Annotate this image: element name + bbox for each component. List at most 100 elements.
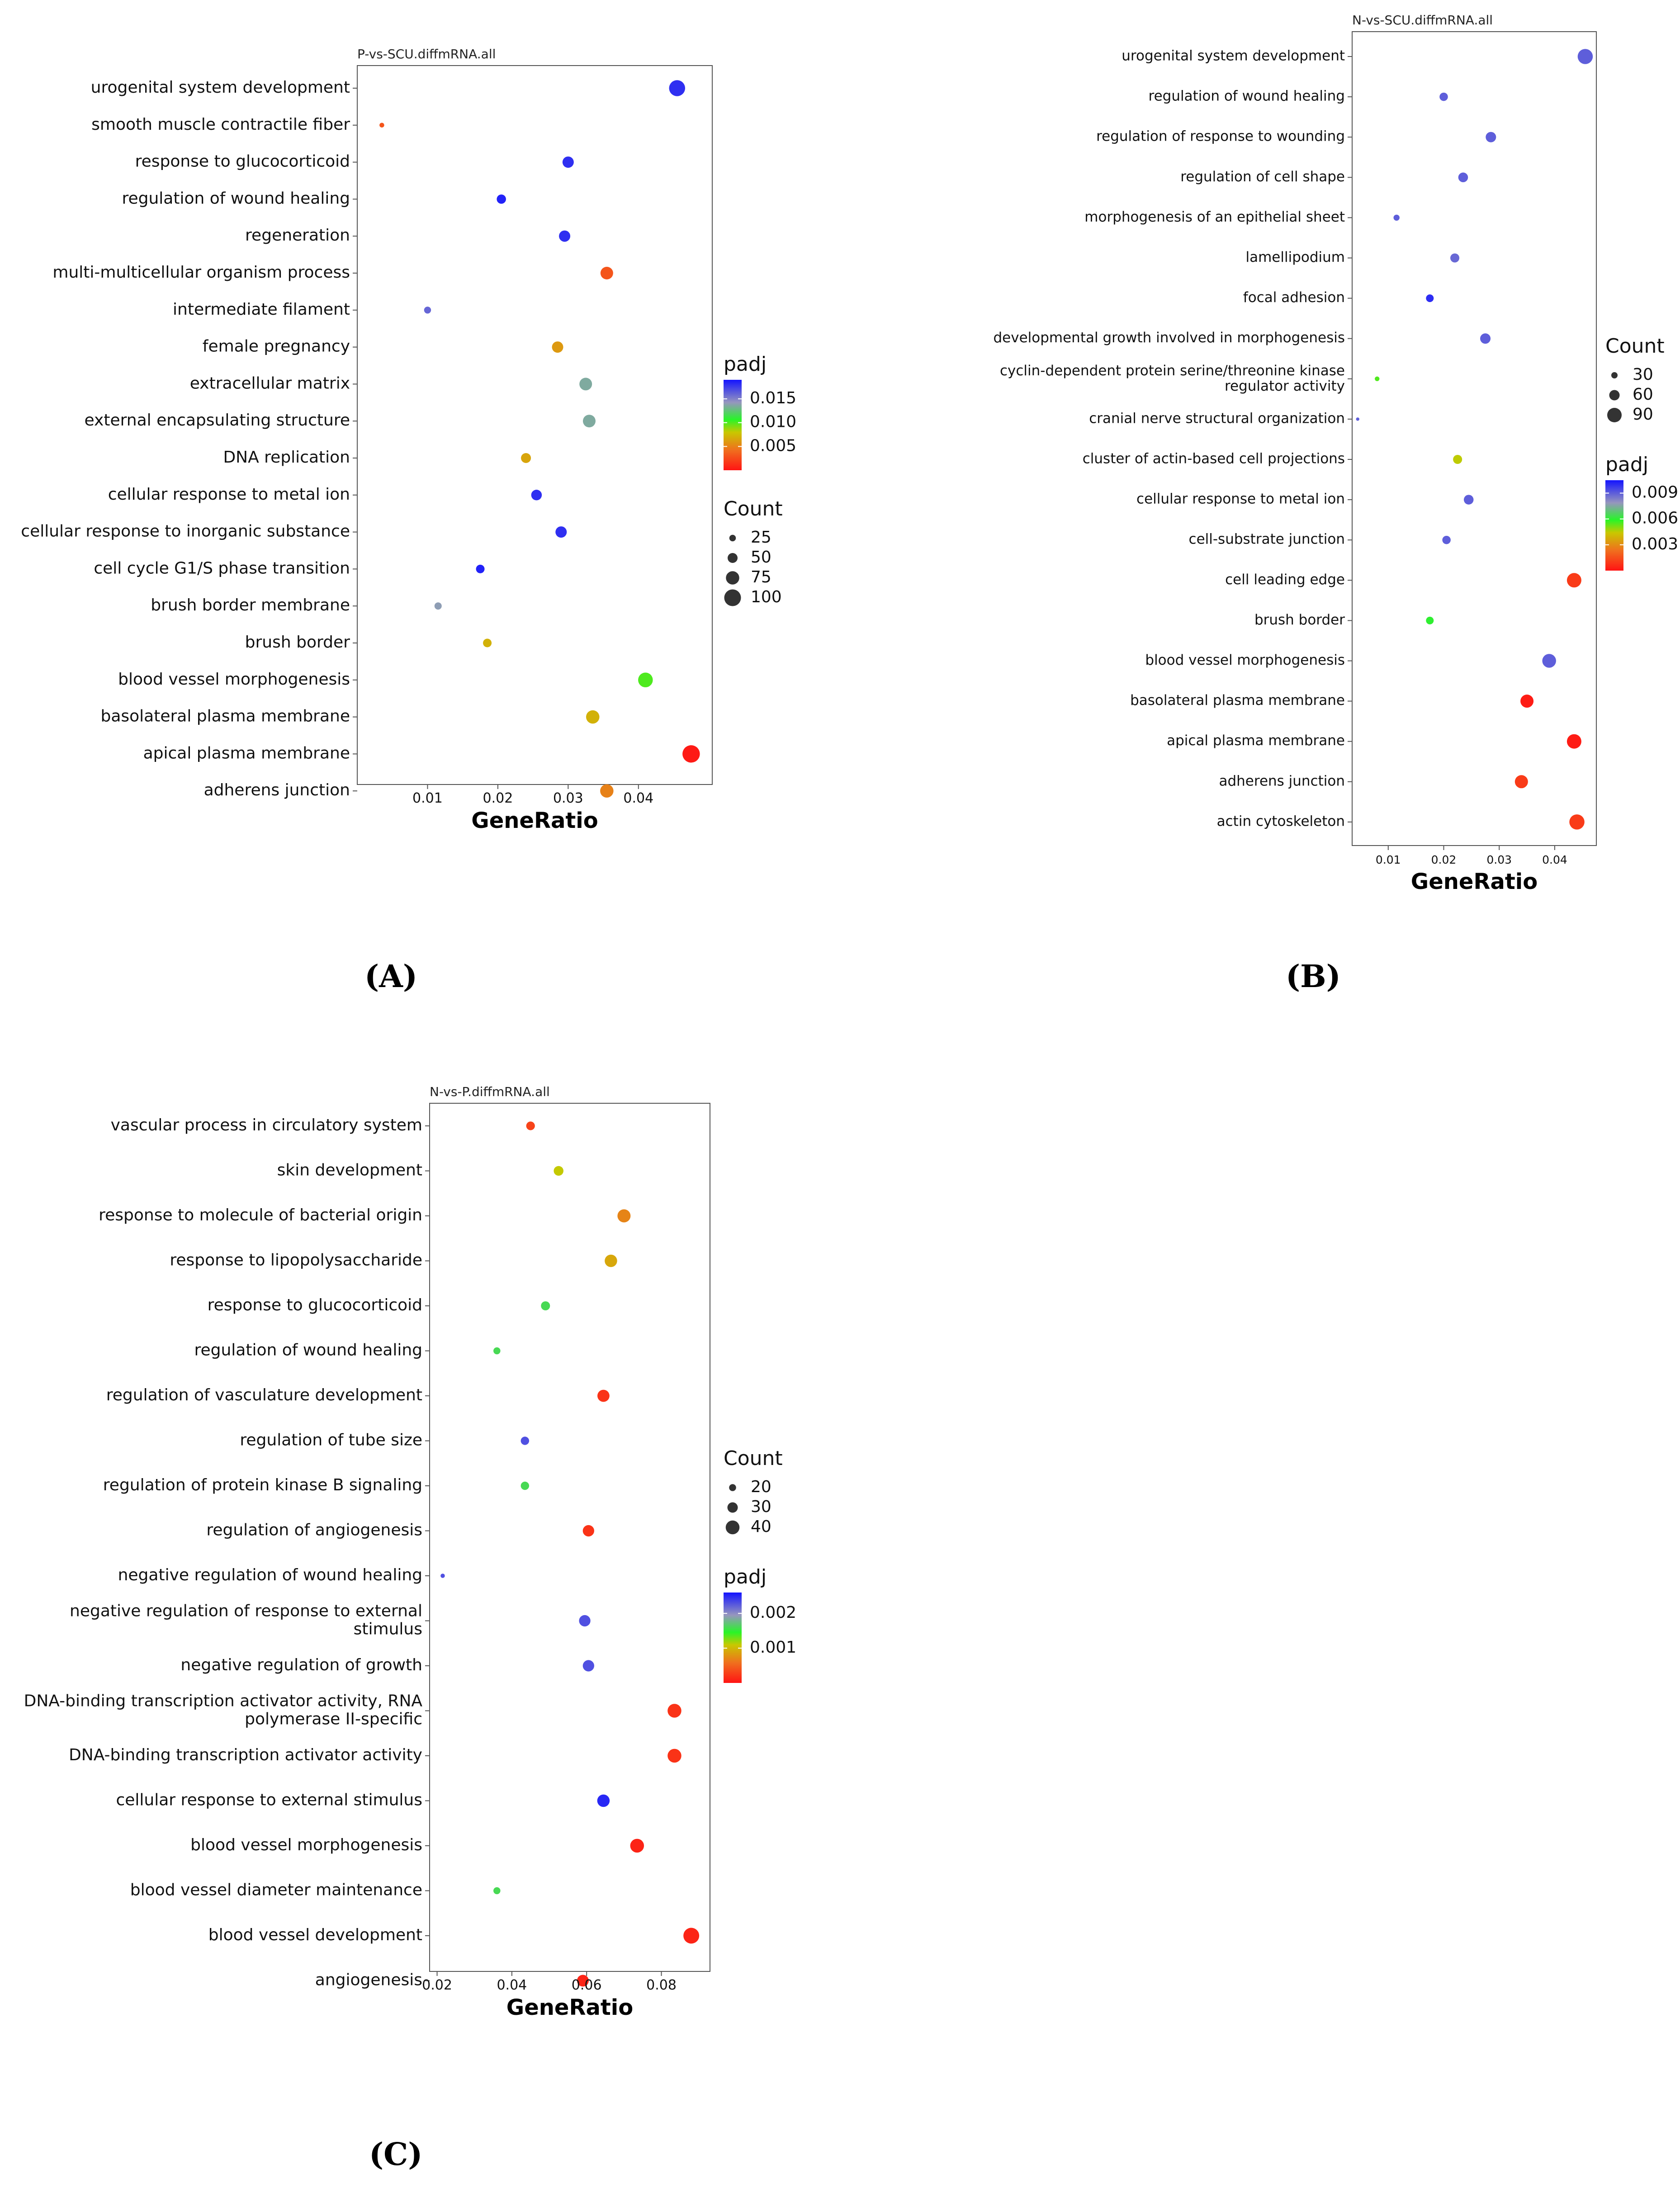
point-urogenital-system-development bbox=[669, 80, 686, 96]
point-regeneration bbox=[559, 230, 571, 242]
x-axis-title: GeneRatio bbox=[471, 808, 598, 833]
padj-tick-label: 0.009 bbox=[1632, 483, 1678, 502]
plot-frame bbox=[357, 65, 713, 785]
point-regulation-of-protein-kinase-b-signaling bbox=[521, 1481, 530, 1490]
x-tick-label: 0.04 bbox=[1542, 853, 1567, 866]
point-focal-adhesion bbox=[1426, 294, 1434, 302]
count-legend-dot bbox=[1611, 372, 1618, 378]
y-label-regulation-of-wound-healing: regulation of wound healing bbox=[122, 189, 350, 208]
point-cellular-response-to-external-stimulus bbox=[597, 1794, 610, 1807]
point-dna-binding-transcription-activator-activity-rna-polymerase-ii-specific bbox=[667, 1704, 681, 1718]
point-lamellipodium bbox=[1450, 253, 1460, 263]
x-tick-label: 0.04 bbox=[623, 790, 653, 806]
y-label-lamellipodium: lamellipodium bbox=[1246, 249, 1345, 265]
padj-tick-label: 0.001 bbox=[750, 1638, 796, 1657]
y-label-basolateral-plasma-membrane: basolateral plasma membrane bbox=[100, 707, 350, 726]
y-label-brush-border-membrane: brush border membrane bbox=[151, 596, 350, 614]
point-negative-regulation-of-wound-healing bbox=[440, 1574, 445, 1578]
y-label-skin-development: skin development bbox=[277, 1161, 422, 1180]
point-regulation-of-cell-shape bbox=[1458, 172, 1468, 183]
point-basolateral-plasma-membrane bbox=[586, 710, 600, 724]
point-regulation-of-vasculature-development bbox=[597, 1389, 610, 1402]
point-actin-cytoskeleton bbox=[1569, 814, 1585, 830]
count-legend-title: Count bbox=[1605, 335, 1665, 358]
count-legend-dot bbox=[1607, 408, 1622, 422]
x-axis-title: GeneRatio bbox=[506, 1995, 633, 2020]
padj-legend-title: padj bbox=[1605, 453, 1648, 476]
y-label-negative-regulation-of-growth: negative regulation of growth bbox=[180, 1656, 422, 1674]
point-morphogenesis-of-an-epithelial-sheet bbox=[1393, 214, 1400, 221]
x-tick-label: 0.01 bbox=[1376, 853, 1401, 866]
y-label-regulation-of-tube-size: regulation of tube size bbox=[240, 1431, 422, 1450]
y-label-morphogenesis-of-an-epithelial-sheet: morphogenesis of an epithelial sheet bbox=[1084, 209, 1345, 225]
chart-panel-a: P-vs-SCU.diffmRNA.all urogenital system d… bbox=[21, 47, 796, 833]
point-brush-border bbox=[483, 638, 492, 647]
point-regulation-of-wound-healing bbox=[493, 1347, 501, 1355]
y-label-blood-vessel-diameter-maintenance: blood vessel diameter maintenance bbox=[130, 1881, 422, 1900]
padj-colorbar bbox=[724, 380, 742, 470]
count-legend-label: 75 bbox=[751, 568, 771, 586]
y-label-cluster-of-actin-based-cell-projections: cluster of actin-based cell projections bbox=[1083, 451, 1345, 467]
point-brush-border-membrane bbox=[434, 602, 442, 610]
point-blood-vessel-diameter-maintenance bbox=[493, 1887, 501, 1895]
y-label-multi-multicellular-organism-process: multi-multicellular organism process bbox=[52, 263, 350, 282]
point-cell-cycle-g1-s-phase-transition bbox=[476, 564, 485, 573]
point-cellular-response-to-metal-ion bbox=[531, 490, 542, 501]
y-label-adherens-junction: adherens junction bbox=[204, 781, 350, 799]
y-label-response-to-glucocorticoid: response to glucocorticoid bbox=[208, 1296, 422, 1314]
point-skin-development bbox=[554, 1166, 563, 1176]
point-apical-plasma-membrane bbox=[682, 745, 700, 763]
y-label-vascular-process-in-circulatory-system: vascular process in circulatory system bbox=[111, 1116, 422, 1134]
point-cluster-of-actin-based-cell-projections bbox=[1453, 455, 1462, 464]
x-axis-title: GeneRatio bbox=[1411, 869, 1538, 894]
point-cellular-response-to-inorganic-substance bbox=[555, 526, 567, 538]
count-legend-label: 25 bbox=[751, 528, 771, 547]
count-legend-dot bbox=[729, 534, 736, 542]
count-legend-dot bbox=[1609, 390, 1620, 401]
point-smooth-muscle-contractile-fiber bbox=[379, 123, 384, 128]
y-label-regulation-of-response-to-wounding: regulation of response to wounding bbox=[1096, 128, 1345, 145]
point-negative-regulation-of-growth bbox=[582, 1660, 594, 1672]
y-label-regulation-of-wound-healing: regulation of wound healing bbox=[194, 1341, 422, 1360]
point-intermediate-filament bbox=[424, 307, 431, 314]
plot-frame bbox=[1352, 31, 1597, 846]
count-legend-label: 100 bbox=[751, 588, 782, 606]
x-tick-label: 0.02 bbox=[422, 1977, 452, 1993]
count-legend-title: Count bbox=[724, 497, 783, 520]
plot-frame bbox=[429, 1103, 710, 1972]
x-tick-label: 0.03 bbox=[1486, 853, 1512, 866]
point-regulation-of-tube-size bbox=[521, 1437, 530, 1445]
y-label-response-to-molecule-of-bacterial-origin: response to molecule of bacterial origin bbox=[99, 1206, 422, 1224]
y-label-brush-border: brush border bbox=[245, 633, 350, 652]
count-legend-label: 20 bbox=[751, 1478, 771, 1496]
count-legend-dot bbox=[729, 1484, 736, 1491]
chart-title: N-vs-P.diffmRNA.all bbox=[430, 1084, 550, 1099]
point-blood-vessel-development bbox=[683, 1928, 700, 1944]
x-tick-label: 0.03 bbox=[553, 790, 583, 806]
point-negative-regulation-of-response-to-external-stimulus bbox=[579, 1615, 591, 1627]
y-label-cell-cycle-g1-s-phase-transition: cell cycle G1/S phase transition bbox=[94, 559, 350, 577]
point-blood-vessel-morphogenesis bbox=[630, 1838, 644, 1853]
point-vascular-process-in-circulatory-system bbox=[526, 1121, 535, 1130]
point-regulation-of-wound-healing bbox=[1439, 92, 1448, 101]
point-cranial-nerve-structural-organization bbox=[1356, 417, 1359, 421]
y-label-response-to-lipopolysaccharide: response to lipopolysaccharide bbox=[170, 1251, 422, 1270]
y-label-blood-vessel-development: blood vessel development bbox=[208, 1926, 422, 1944]
y-label-regulation-of-angiogenesis: regulation of angiogenesis bbox=[206, 1521, 422, 1540]
y-label-cyclin-dependent-protein-serine-threonine-kinase-regulator-activity: cyclin-dependent protein serine/threonin… bbox=[1000, 362, 1345, 394]
point-adherens-junction bbox=[600, 784, 614, 798]
x-tick-label: 0.04 bbox=[497, 1977, 527, 1993]
y-label-regulation-of-wound-healing: regulation of wound healing bbox=[1149, 88, 1345, 104]
caption-b: (B) bbox=[1286, 959, 1341, 995]
y-label-external-encapsulating-structure: external encapsulating structure bbox=[85, 411, 350, 430]
y-label-cell-substrate-junction: cell-substrate junction bbox=[1189, 531, 1345, 548]
padj-colorbar bbox=[1605, 480, 1623, 571]
y-label-extracellular-matrix: extracellular matrix bbox=[190, 374, 350, 392]
y-label-apical-plasma-membrane: apical plasma membrane bbox=[1167, 732, 1345, 749]
point-cellular-response-to-metal-ion bbox=[1463, 495, 1474, 505]
point-angiogenesis bbox=[577, 1975, 589, 1987]
point-regulation-of-response-to-wounding bbox=[1486, 132, 1496, 142]
y-label-cellular-response-to-metal-ion: cellular response to metal ion bbox=[1136, 491, 1345, 507]
point-developmental-growth-involved-in-morphogenesis bbox=[1480, 333, 1491, 344]
point-response-to-lipopolysaccharide bbox=[605, 1254, 617, 1267]
